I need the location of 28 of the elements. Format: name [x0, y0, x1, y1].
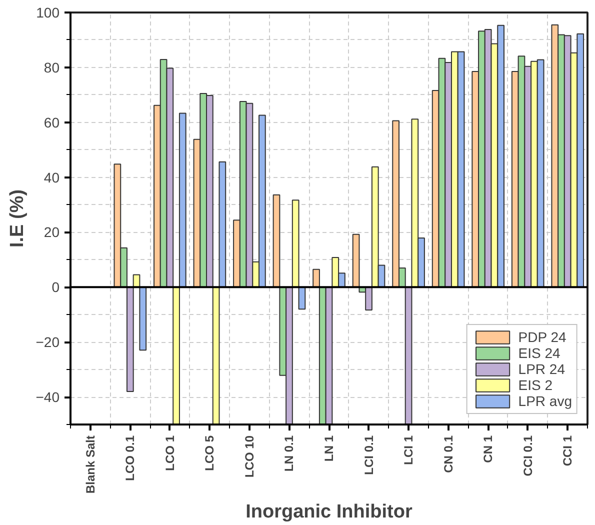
y-tick-label: 100	[36, 4, 60, 20]
legend-label: LPR 24	[518, 361, 565, 377]
legend-label: PDP 24	[518, 329, 566, 345]
x-tick-label: LN 1	[322, 435, 336, 462]
x-tick-label: LCO 5	[202, 435, 217, 471]
x-tick-label: CCI 0.1	[520, 435, 535, 476]
y-tick-label: 80	[44, 59, 60, 76]
x-tick-label: LCO 1	[162, 435, 177, 471]
y-tick-label: 40	[44, 169, 60, 186]
x-axis-title: Inorganic Inhibitor	[246, 502, 413, 523]
x-tick-label: LCI 1	[402, 435, 416, 465]
x-tick-label: LCO 10	[242, 435, 256, 478]
legend-label: EIS 2	[518, 377, 553, 393]
y-tick-label: 20	[44, 224, 60, 240]
x-tick-label: LN 0.1	[282, 435, 296, 472]
legend-label: EIS 24	[518, 345, 560, 361]
y-tick-label: 0	[52, 279, 60, 296]
x-tick-label: LCI 0.1	[362, 435, 376, 475]
y-tick-label: −20	[36, 334, 60, 350]
x-tick-label: LCO 0.1	[123, 435, 138, 481]
y-axis-title: I.E (%)	[6, 189, 28, 248]
x-tick-label: CN 0.1	[441, 435, 456, 473]
x-tick-label: CCI 1	[560, 435, 575, 466]
legend-label: LPR avg	[518, 393, 572, 409]
y-tick-label: −40	[36, 389, 60, 406]
y-tick-label: 60	[44, 114, 60, 130]
x-tick-label: CN 1	[481, 435, 496, 463]
x-tick-label: Blank Salt	[83, 435, 98, 494]
